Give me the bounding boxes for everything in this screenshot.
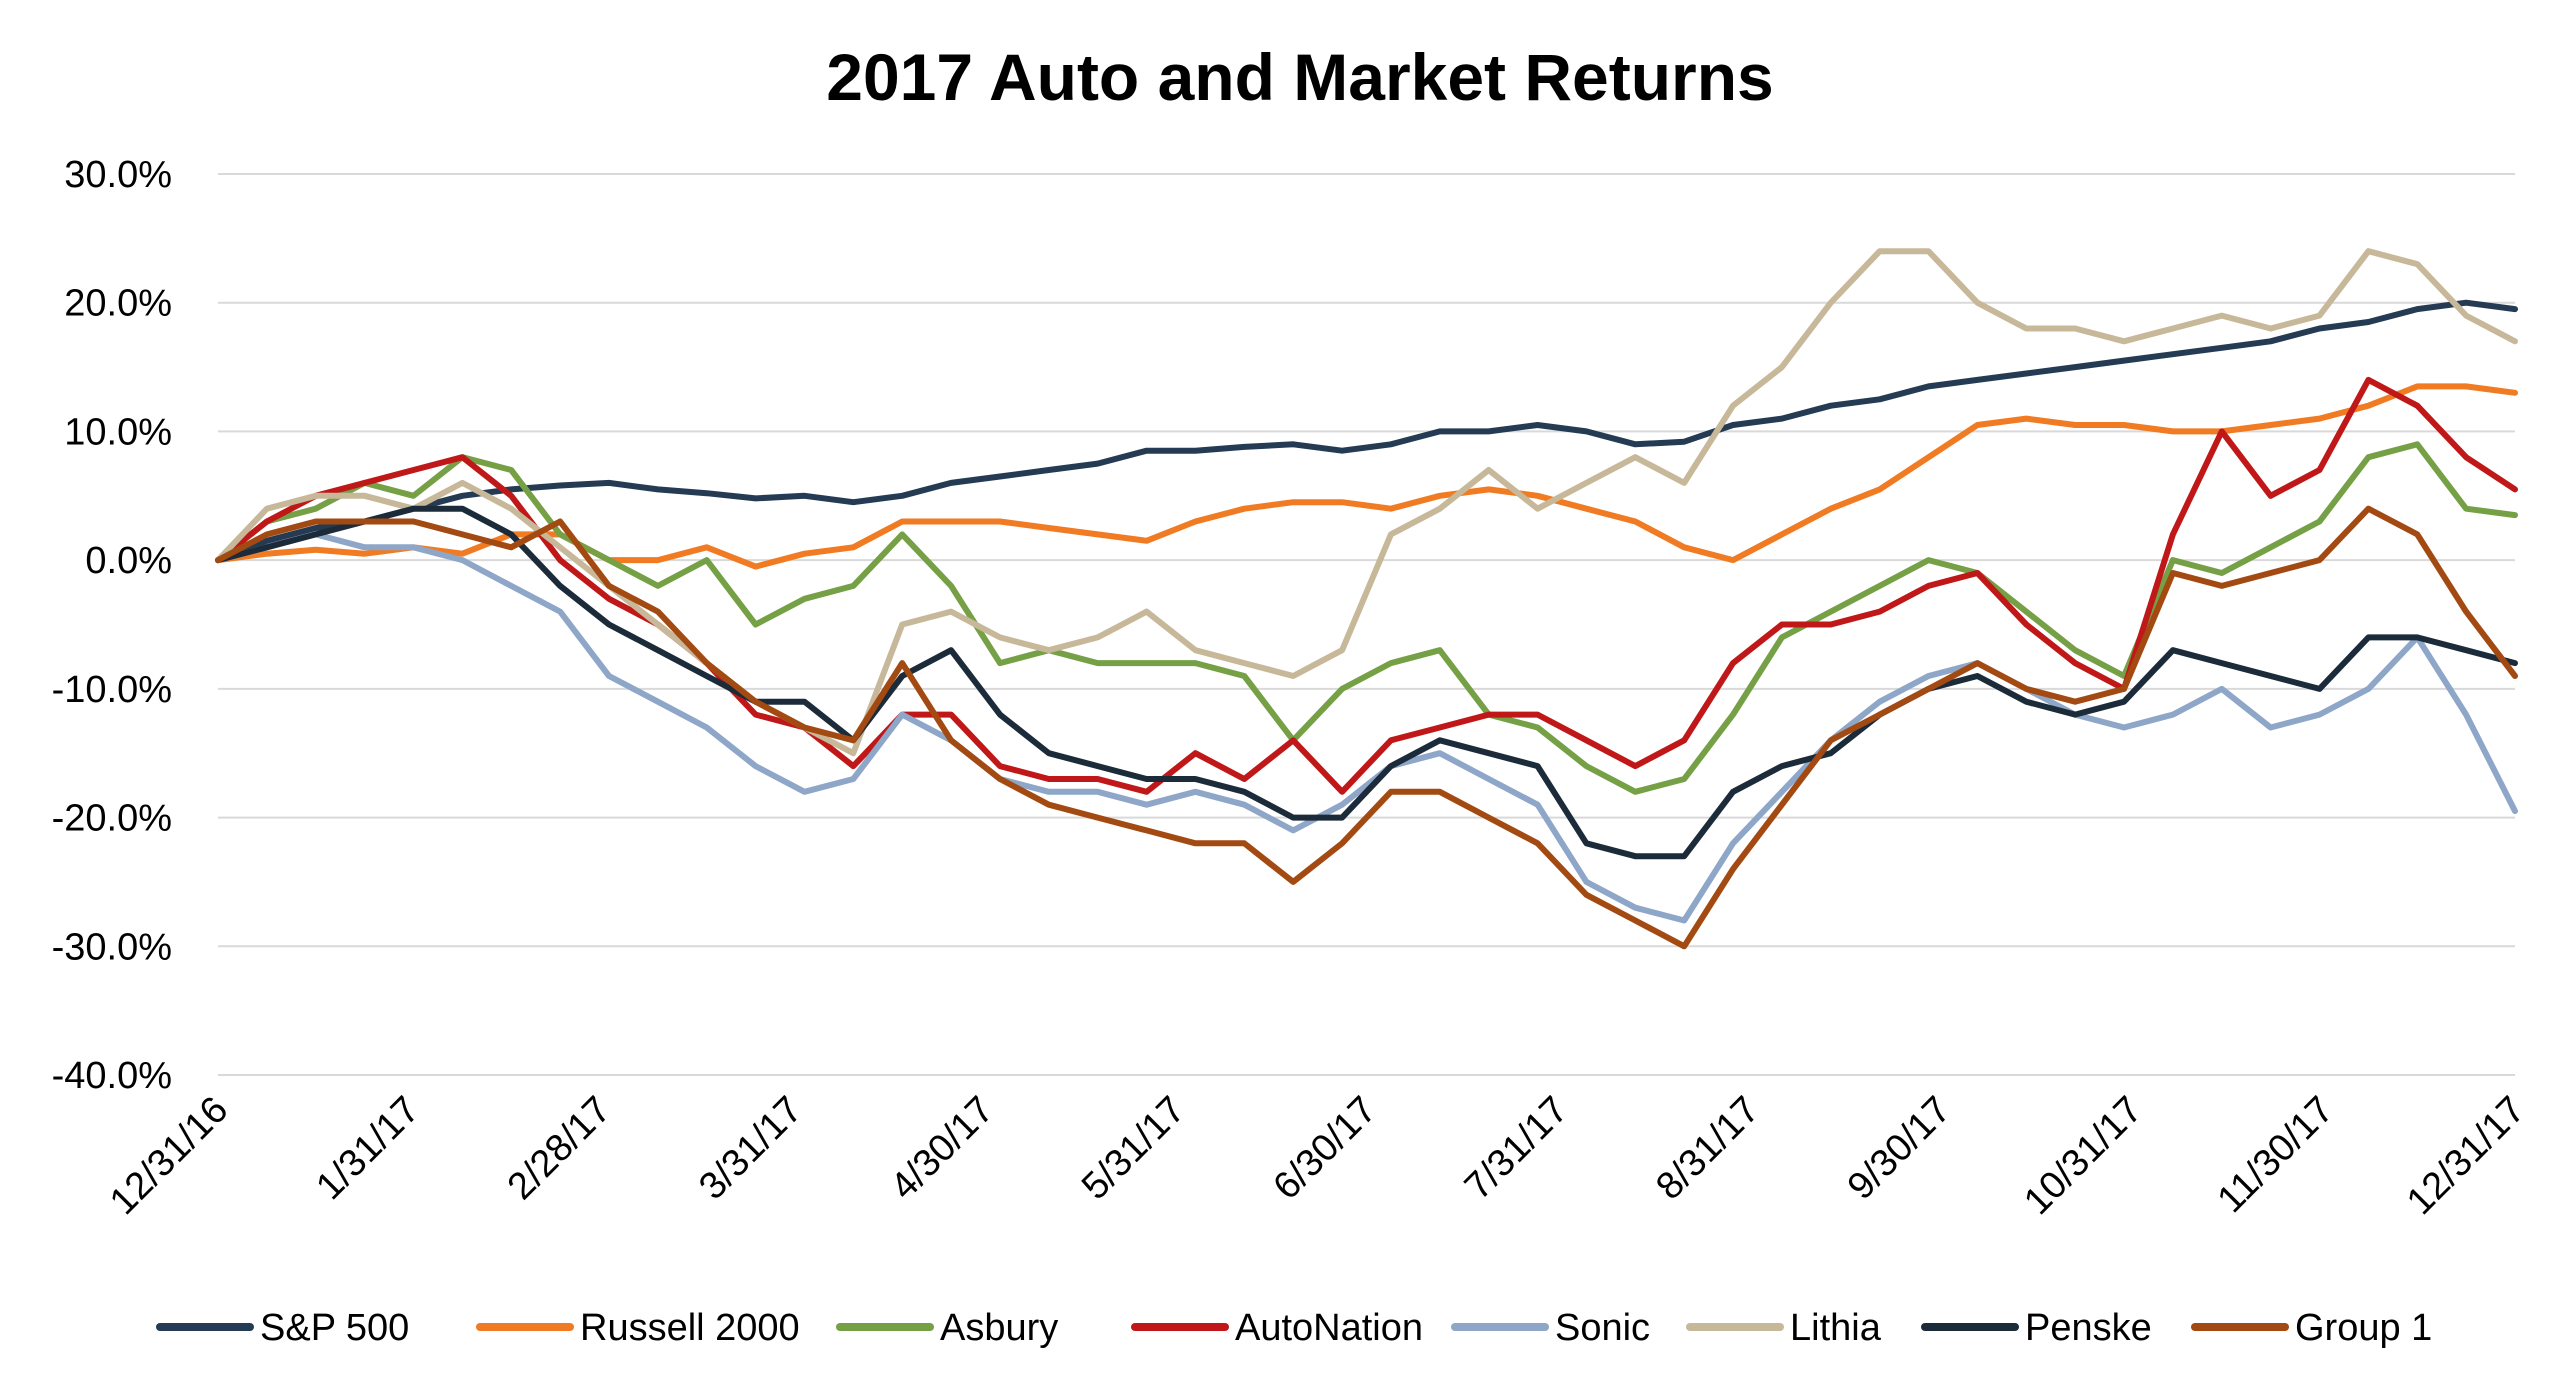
x-tick-label: 1/31/17	[308, 1089, 427, 1208]
y-tick-label: -30.0%	[52, 926, 172, 968]
y-tick-label: 30.0%	[64, 154, 172, 196]
y-tick-label: 20.0%	[64, 283, 172, 325]
series-line-group-1	[215, 505, 2518, 950]
legend-label-asbury: Asbury	[940, 1307, 1058, 1349]
x-axis-tick-labels: 12/31/16 1/31/17 2/28/17 3/31/17 4/30/17 5/31…	[102, 1089, 2533, 1223]
legend-label-autonation: AutoNation	[1235, 1307, 1423, 1349]
series-line-penske	[215, 505, 2518, 860]
x-tick-label: 5/31/17	[1074, 1089, 1193, 1208]
series-line-s-p-500	[215, 299, 2518, 564]
x-tick-label: 2/28/17	[500, 1089, 619, 1208]
legend-label-russell-2000: Russell 2000	[580, 1307, 800, 1349]
x-tick-label: 3/31/17	[691, 1089, 810, 1208]
legend-label-group-1: Group 1	[2295, 1307, 2432, 1349]
y-tick-label: 0.0%	[85, 540, 172, 582]
legend-label-penske: Penske	[2025, 1307, 2152, 1349]
x-tick-label: 4/30/17	[883, 1089, 1002, 1208]
y-tick-label: -10.0%	[52, 669, 172, 711]
legend-label-s-p-500: S&P 500	[260, 1307, 409, 1349]
chart-title: 2017 Auto and Market Returns	[826, 40, 1773, 114]
y-tick-label: 10.0%	[64, 411, 172, 453]
series-line-sonic	[215, 531, 2518, 924]
x-tick-label: 12/31/16	[102, 1089, 236, 1223]
gridlines	[218, 173, 2515, 1076]
x-tick-label: 8/31/17	[1648, 1089, 1767, 1208]
legend-label-lithia: Lithia	[1790, 1307, 1882, 1349]
x-tick-label: 9/30/17	[1840, 1089, 1959, 1208]
y-tick-label: -40.0%	[52, 1055, 172, 1097]
series-lines	[215, 248, 2518, 950]
x-tick-label: 11/30/17	[2210, 1089, 2342, 1221]
x-tick-label: 7/31/17	[1457, 1089, 1576, 1208]
legend-label-sonic: Sonic	[1555, 1307, 1650, 1349]
y-axis-tick-labels: 30.0% 20.0% 10.0% 0.0% -10.0% -20.0% -30.0% -40…	[52, 154, 172, 1097]
legend: S&P 500 Russell 2000 Asbury AutoNation Sonic…	[156, 1307, 2432, 1349]
x-tick-label: 6/30/17	[1266, 1089, 1385, 1208]
x-tick-label: 12/31/17	[2399, 1089, 2533, 1223]
y-tick-label: -20.0%	[52, 798, 172, 840]
x-tick-label: 10/31/17	[2016, 1089, 2150, 1223]
